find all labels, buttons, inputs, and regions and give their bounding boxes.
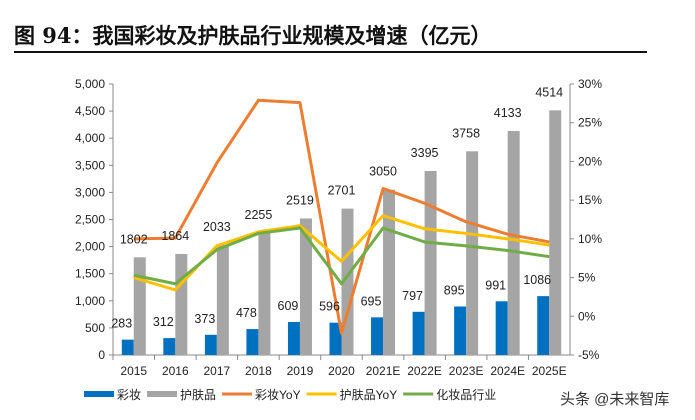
data-label: 1086 — [523, 273, 551, 287]
data-label: 797 — [402, 289, 423, 303]
legend-label: 彩妆 — [117, 388, 141, 402]
left-tick-label: 1,000 — [75, 294, 105, 308]
left-tick-label: 0 — [98, 348, 105, 362]
x-tick-label: 2015 — [120, 364, 147, 378]
bar-skincare — [383, 189, 396, 355]
data-label: 609 — [278, 299, 299, 313]
data-label: 895 — [444, 283, 465, 297]
bar-makeup — [246, 329, 259, 355]
right-tick-label: 20% — [578, 154, 602, 168]
data-label: 2033 — [203, 220, 231, 234]
legend-label: 化妆品行业 — [436, 388, 496, 402]
x-tick-label: 2022E — [407, 364, 442, 378]
bar-skincare — [216, 244, 229, 355]
legend-swatch — [84, 391, 114, 397]
bar-skincare — [175, 253, 188, 355]
data-label: 283 — [111, 317, 132, 331]
bar-makeup — [412, 311, 425, 355]
bar-makeup — [163, 338, 176, 355]
data-label: 3395 — [411, 146, 439, 160]
data-label: 4133 — [494, 106, 522, 120]
data-label: 1802 — [120, 232, 148, 246]
right-tick-label: 0% — [578, 309, 596, 323]
data-label: 991 — [485, 278, 506, 292]
left-tick-label: 2,500 — [75, 213, 105, 227]
bar-skincare — [549, 110, 562, 355]
bar-makeup — [537, 296, 550, 355]
x-tick-label: 2016 — [162, 364, 189, 378]
right-tick-label: -5% — [578, 348, 600, 362]
left-tick-label: 1,500 — [75, 267, 105, 281]
left-tick-label: 4,000 — [75, 131, 105, 145]
bar-skincare — [133, 257, 146, 355]
bar-skincare — [299, 218, 312, 355]
data-label: 695 — [361, 294, 382, 308]
data-label: 3050 — [369, 165, 397, 179]
right-tick-label: 25% — [578, 116, 602, 130]
left-tick-label: 5,000 — [75, 77, 105, 91]
bar-makeup — [495, 301, 508, 355]
legend-label: 护肤品YoY — [340, 387, 398, 402]
bar-makeup — [371, 317, 384, 355]
right-tick-label: 5% — [578, 271, 596, 285]
bar-makeup — [204, 334, 217, 355]
x-tick-label: 2017 — [204, 364, 231, 378]
legend-label: 护肤品 — [180, 387, 216, 402]
data-label: 478 — [236, 306, 257, 320]
legend-label: 彩妆YoY — [255, 388, 301, 402]
line-series-0 — [133, 98, 550, 335]
data-label: 2519 — [286, 193, 314, 207]
data-label: 312 — [153, 315, 174, 329]
x-tick-label: 2021E — [366, 364, 401, 378]
legend-swatch — [147, 391, 178, 397]
bar-makeup — [329, 322, 342, 355]
x-tick-label: 2024E — [490, 364, 525, 378]
right-tick-label: 10% — [578, 232, 602, 246]
x-tick-label: 2019 — [287, 364, 314, 378]
bar-makeup — [121, 339, 134, 355]
line-series-2 — [133, 226, 550, 286]
bar-makeup — [287, 321, 300, 355]
x-tick-label: 2025E — [532, 364, 567, 378]
data-label: 1864 — [161, 229, 189, 243]
data-label: 2255 — [245, 208, 273, 222]
bar-skincare — [507, 130, 520, 355]
right-tick-label: 15% — [578, 193, 602, 207]
left-tick-label: 3,500 — [75, 158, 105, 172]
x-tick-label: 2023E — [449, 364, 484, 378]
left-tick-label: 500 — [85, 321, 105, 335]
watermark: 头条 @未来智库 — [560, 390, 669, 408]
x-tick-label: 2018 — [245, 364, 272, 378]
x-tick-label: 2020 — [328, 364, 355, 378]
left-tick-label: 2,000 — [75, 240, 105, 254]
data-label: 4514 — [535, 85, 563, 99]
left-tick-label: 4,500 — [75, 104, 105, 118]
left-tick-label: 3,000 — [75, 185, 105, 199]
bar-skincare — [424, 170, 437, 355]
right-tick-label: 30% — [578, 77, 602, 91]
bar-makeup — [454, 306, 467, 355]
data-label: 3758 — [452, 126, 480, 140]
data-label: 596 — [319, 300, 340, 314]
bar-skincare — [258, 232, 271, 355]
chart-title: 图 94：我国彩妆及护肤品行业规模及增速（亿元） — [14, 23, 492, 48]
data-label: 373 — [194, 312, 215, 326]
bar-skincare — [466, 151, 479, 355]
data-label: 2701 — [328, 184, 356, 198]
